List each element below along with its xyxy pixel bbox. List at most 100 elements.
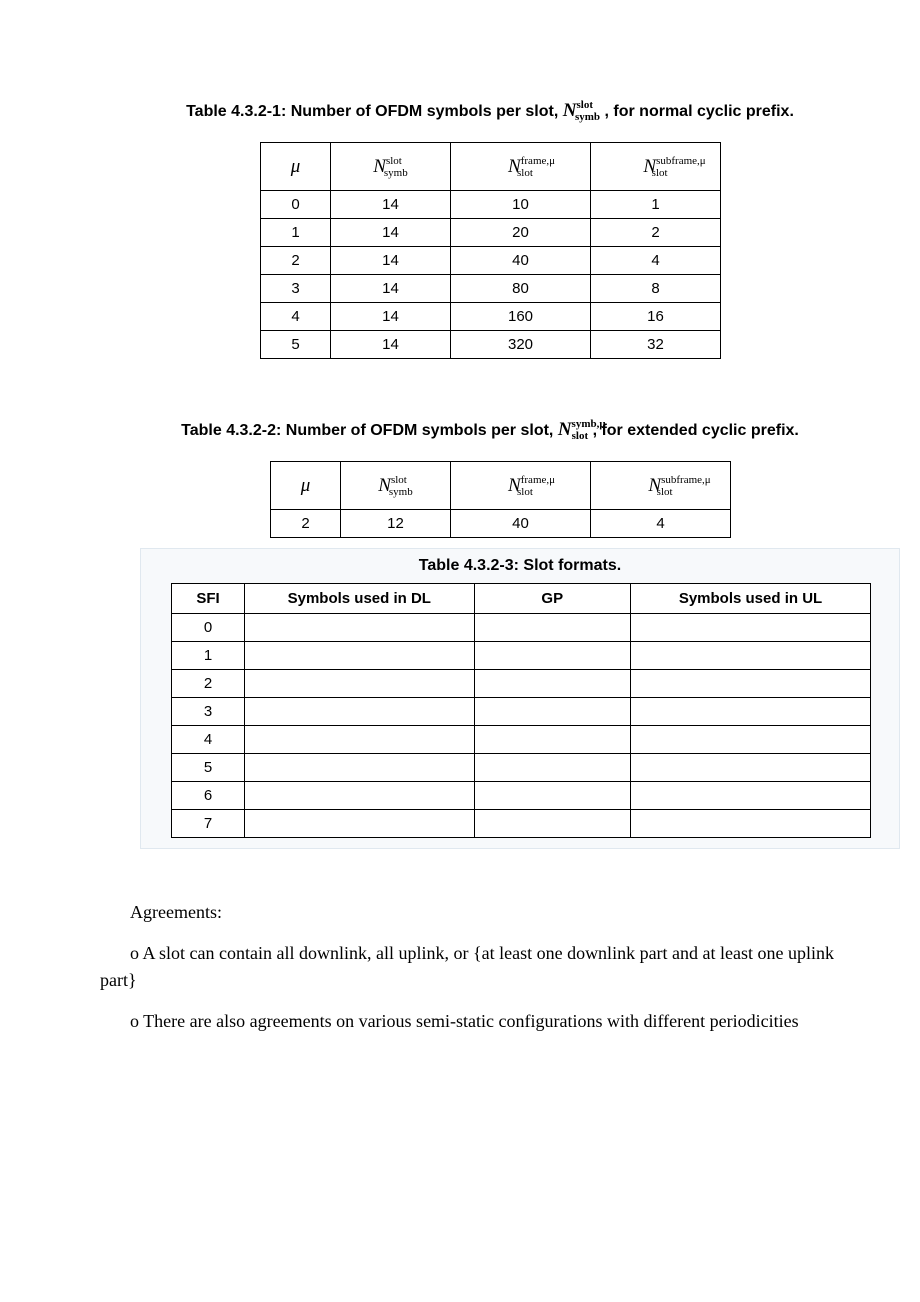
agreement-item-2: o There are also agreements on various s…	[100, 1008, 840, 1035]
cell: 5	[172, 754, 245, 782]
table-row: 1	[172, 642, 871, 670]
cell: 32	[591, 331, 721, 359]
table-row: 014101	[261, 191, 721, 219]
math-sup: symb,μ	[572, 418, 606, 430]
table-row: 314808	[261, 275, 721, 303]
cell: 14	[331, 219, 451, 247]
table3-header-row: SFI Symbols used in DL GP Symbols used i…	[172, 584, 871, 614]
cell: 160	[451, 303, 591, 331]
body-text: Agreements: o A slot can contain all dow…	[80, 899, 840, 1035]
table1-h4: Nsubframe,μslot	[591, 143, 721, 191]
cell	[474, 754, 630, 782]
table2-title-prefix: Table 4.3.2-2: Number of OFDM symbols pe…	[181, 422, 553, 439]
table-row: 7	[172, 810, 871, 838]
cell	[245, 754, 475, 782]
cell: 320	[451, 331, 591, 359]
table-row: 3	[172, 698, 871, 726]
cell: 2	[591, 219, 721, 247]
cell: 10	[451, 191, 591, 219]
cell	[245, 642, 475, 670]
table-row: 0	[172, 614, 871, 642]
cell: 4	[591, 510, 731, 538]
table1-header-row: μ Nslotsymb Nframe,μslot Nsubframe,μslot	[261, 143, 721, 191]
mu-symbol: μ	[291, 156, 301, 177]
table2-title-suffix: , for extended cyclic prefix.	[593, 422, 799, 439]
table1-h3: Nframe,μslot	[451, 143, 591, 191]
table1-title-prefix: Table 4.3.2-1: Number of OFDM symbols pe…	[186, 103, 558, 120]
agreement-item-1: o A slot can contain all downlink, all u…	[100, 940, 840, 994]
table2-h2: Nslotsymb	[341, 462, 451, 510]
cell: 4	[172, 726, 245, 754]
mb: slot	[517, 486, 533, 498]
table1-title-math: Nslotsymb	[563, 100, 600, 122]
table2: μ Nslotsymb Nframe,μslot Nsubframe,μslot…	[270, 461, 731, 538]
cell	[631, 642, 871, 670]
cell: 14	[331, 303, 451, 331]
table3-title: Table 4.3.2-3: Slot formats.	[151, 557, 889, 575]
cell: 14	[331, 247, 451, 275]
cell	[245, 670, 475, 698]
cell	[631, 810, 871, 838]
mb: slot	[657, 486, 673, 498]
cell	[631, 670, 871, 698]
table2-h1: μ	[271, 462, 341, 510]
table1-h1: μ	[261, 143, 331, 191]
cell: 14	[331, 331, 451, 359]
cell: 5	[261, 331, 331, 359]
mb: symb	[384, 167, 408, 179]
cell	[631, 754, 871, 782]
cell: 14	[331, 191, 451, 219]
table-row: 5	[172, 754, 871, 782]
cell	[245, 698, 475, 726]
cell	[474, 698, 630, 726]
cell	[631, 698, 871, 726]
table-row: 214404	[261, 247, 721, 275]
cell	[245, 614, 475, 642]
cell	[245, 782, 475, 810]
cell: 80	[451, 275, 591, 303]
table3: SFI Symbols used in DL GP Symbols used i…	[171, 583, 871, 838]
cell	[474, 614, 630, 642]
cell	[245, 810, 475, 838]
cell: 3	[261, 275, 331, 303]
math-sup: slot	[576, 99, 593, 111]
ms: frame,μ	[521, 474, 555, 486]
table1-title: Table 4.3.2-1: Number of OFDM symbols pe…	[140, 100, 840, 122]
table3-h2: Symbols used in DL	[245, 584, 475, 614]
table3-h4: Symbols used in UL	[631, 584, 871, 614]
ms: subframe,μ	[661, 474, 711, 486]
math-sub: slot	[572, 430, 589, 442]
cell	[631, 726, 871, 754]
ms: subframe,μ	[656, 155, 706, 167]
cell: 8	[591, 275, 721, 303]
cell	[631, 614, 871, 642]
table-row: 51432032	[261, 331, 721, 359]
cell: 1	[172, 642, 245, 670]
cell: 6	[172, 782, 245, 810]
cell	[474, 670, 630, 698]
cell: 0	[172, 614, 245, 642]
cell: 2	[172, 670, 245, 698]
ms: slot	[386, 155, 402, 167]
cell: 2	[261, 247, 331, 275]
cell: 1	[591, 191, 721, 219]
table2-h3: Nframe,μslot	[451, 462, 591, 510]
table1-title-suffix: , for normal cyclic prefix.	[605, 103, 794, 120]
table3-h1: SFI	[172, 584, 245, 614]
table2-title-math: Nsymb,μslot	[558, 419, 588, 441]
cell: 1	[261, 219, 331, 247]
table-row: 4	[172, 726, 871, 754]
cell: 20	[451, 219, 591, 247]
cell: 12	[341, 510, 451, 538]
cell: 14	[331, 275, 451, 303]
mb: slot	[517, 167, 533, 179]
agreements-heading: Agreements:	[100, 899, 840, 926]
table3-wrapper: Table 4.3.2-3: Slot formats. SFI Symbols…	[140, 548, 900, 849]
cell: 4	[261, 303, 331, 331]
ms: slot	[391, 474, 407, 486]
cell: 4	[591, 247, 721, 275]
mb: symb	[389, 486, 413, 498]
cell	[631, 782, 871, 810]
table-row: 6	[172, 782, 871, 810]
table3-h3: GP	[474, 584, 630, 614]
